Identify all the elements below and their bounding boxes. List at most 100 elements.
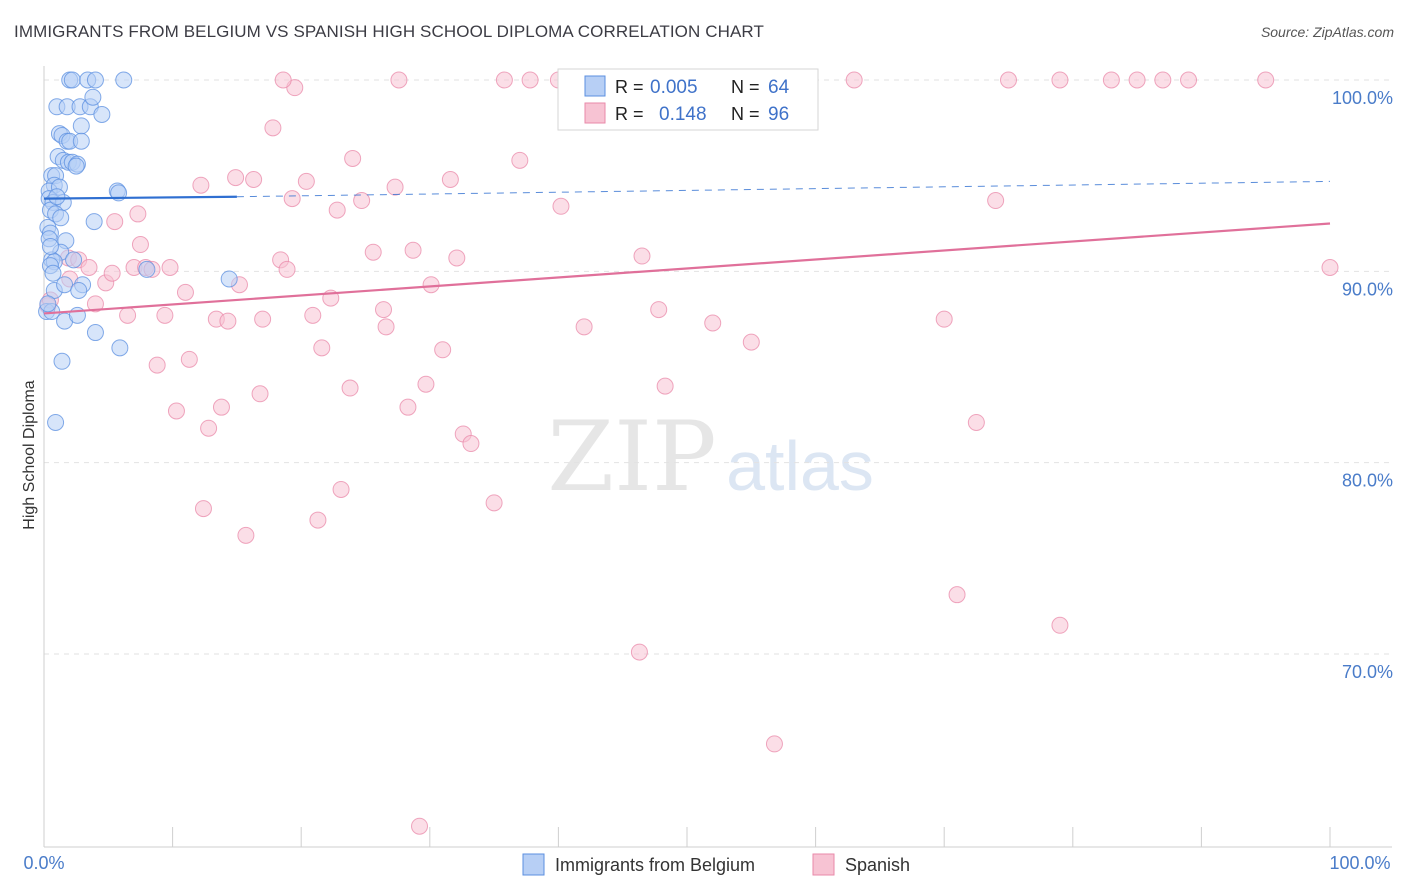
- belgium-point-3: [86, 71, 104, 89]
- belgium-point-44: [138, 260, 156, 278]
- belgium-point-45: [220, 270, 238, 288]
- spanish-point-88: [1128, 71, 1146, 89]
- spanish-point-63: [485, 494, 503, 512]
- spanish-point-65: [511, 151, 529, 169]
- watermark-zip: ZIP: [547, 401, 716, 513]
- spanish-point-74: [704, 314, 722, 332]
- spanish-point-35: [278, 260, 296, 278]
- spanish-point-23: [200, 419, 218, 437]
- spanish-point-17: [161, 259, 179, 277]
- spanish-point-27: [227, 169, 245, 187]
- legend-n-label-2: N =: [731, 104, 760, 124]
- belgium-point-11: [72, 117, 90, 135]
- spanish-point-69: [575, 318, 593, 336]
- belgium-point-42: [65, 251, 83, 269]
- legend-swatch-blue: [584, 75, 606, 97]
- spanish-point-79: [845, 71, 863, 89]
- spanish-point-93: [274, 71, 292, 89]
- series-legend-label-spanish: Spanish: [845, 855, 910, 875]
- legend-n-value-1: 64: [768, 77, 790, 98]
- series-legend-label-belgium: Immigrants from Belgium: [555, 855, 755, 875]
- spanish-point-44: [332, 480, 350, 498]
- y-tick-label-1: 90.0%: [1342, 279, 1393, 299]
- spanish-point-72: [650, 301, 668, 319]
- spanish-point-38: [297, 172, 315, 190]
- spanish-point-82: [967, 413, 985, 431]
- chart-title: IMMIGRANTS FROM BELGIUM VS SPANISH HIGH …: [14, 22, 764, 41]
- legend-r-label-1: R =: [615, 77, 644, 97]
- belgium-point-57: [47, 413, 65, 431]
- spanish-point-86: [1051, 616, 1069, 634]
- belgium-points: [38, 71, 238, 431]
- spanish-point-6: [86, 295, 104, 313]
- spanish-point-50: [377, 318, 395, 336]
- spanish-point-46: [344, 149, 362, 167]
- spanish-point-9: [106, 213, 124, 231]
- spanish-point-26: [219, 312, 237, 330]
- spanish-trend-line: [43, 222, 1331, 315]
- y-tick-label-3: 70.0%: [1342, 662, 1393, 682]
- series-legend: Immigrants from Belgium Spanish: [522, 853, 910, 876]
- belgium-point-63: [44, 264, 62, 282]
- spanish-point-59: [441, 170, 459, 188]
- spanish-point-51: [386, 178, 404, 196]
- spanish-point-73: [656, 377, 674, 395]
- spanish-point-8: [103, 264, 121, 282]
- series-legend-swatch-pink: [812, 853, 835, 876]
- spanish-point-66: [521, 71, 539, 89]
- spanish-point-58: [434, 341, 452, 359]
- spanish-point-62: [462, 435, 480, 453]
- spanish-point-48: [364, 243, 382, 261]
- spanish-point-15: [148, 356, 166, 374]
- spanish-point-55: [411, 817, 429, 835]
- belgium-point-59: [41, 237, 59, 255]
- spanish-point-45: [341, 379, 359, 397]
- y-axis-label: High School Diploma: [21, 380, 38, 530]
- belgium-point-56: [53, 352, 71, 370]
- spanish-point-39: [304, 306, 322, 324]
- spanish-point-90: [1180, 71, 1198, 89]
- belgium-point-4: [115, 71, 133, 89]
- spanish-point-36: [283, 190, 301, 208]
- belgium-point-60: [48, 188, 66, 206]
- spanish-point-43: [328, 201, 346, 219]
- spanish-point-84: [1000, 71, 1017, 89]
- spanish-point-54: [404, 241, 422, 259]
- spanish-point-64: [495, 71, 513, 89]
- x-tick-label-max: 100.0%: [1329, 853, 1390, 873]
- belgium-point-34: [85, 213, 103, 231]
- spanish-point-49: [375, 301, 393, 319]
- source-credit: Source: ZipAtlas.com: [1260, 24, 1394, 40]
- spanish-point-76: [742, 333, 760, 351]
- spanish-point-81: [948, 586, 966, 604]
- spanish-point-32: [251, 385, 269, 403]
- legend-swatch-pink: [584, 102, 606, 124]
- trend-lines: [43, 180, 1331, 315]
- y-tick-labels: 100.0% 90.0% 80.0% 70.0%: [1332, 88, 1393, 682]
- legend-n-label-1: N =: [731, 77, 760, 97]
- belgium-point-16: [72, 132, 90, 150]
- spanish-point-47: [353, 192, 371, 210]
- spanish-point-78: [765, 735, 783, 753]
- spanish-point-31: [254, 310, 272, 328]
- belgium-point-55: [111, 339, 129, 357]
- series-legend-swatch-blue: [522, 853, 545, 876]
- spanish-point-29: [237, 526, 255, 544]
- spanish-point-41: [313, 339, 331, 357]
- watermark-atlas: atlas: [726, 427, 874, 505]
- gridlines: [44, 79, 1392, 655]
- spanish-point-85: [1051, 71, 1069, 89]
- legend-n-value-2: 96: [768, 104, 789, 125]
- belgium-point-58: [39, 295, 57, 313]
- belgium-point-62: [52, 209, 70, 227]
- spanish-point-5: [80, 259, 98, 277]
- belgium-point-1: [63, 71, 81, 89]
- x-tick-label-min: 0.0%: [23, 853, 64, 873]
- y-tick-label-0: 100.0%: [1332, 88, 1393, 108]
- belgium-point-9: [84, 88, 102, 106]
- stats-legend: R = 0.005 N = 64 R = 0.148 N = 96: [557, 68, 819, 131]
- belgium-point-10: [93, 105, 111, 123]
- belgium-point-54: [86, 324, 104, 342]
- spanish-point-30: [245, 170, 263, 188]
